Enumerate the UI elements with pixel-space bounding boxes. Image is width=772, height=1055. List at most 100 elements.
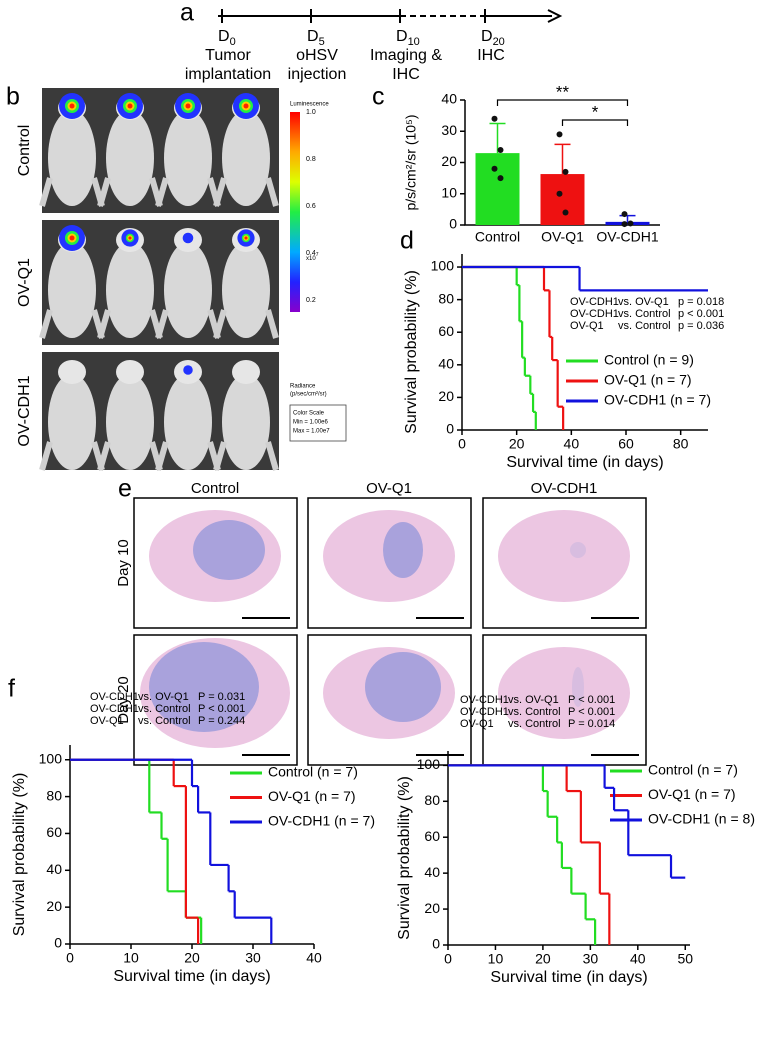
x-tick-label: 10 xyxy=(123,950,139,966)
data-point xyxy=(491,165,498,172)
annotation: vs. OV-Q1 xyxy=(138,691,189,703)
mouse-body xyxy=(48,242,96,338)
scale-tick: 0.8 xyxy=(306,156,316,163)
y-tick-label: 60 xyxy=(424,828,440,844)
panel-label: c xyxy=(372,83,385,111)
error-bar xyxy=(554,143,571,175)
y-tick-label: 20 xyxy=(424,900,440,916)
data-point xyxy=(562,168,569,175)
panel-label: b xyxy=(6,83,20,111)
y-tick-label: 10 xyxy=(441,184,457,200)
annotation: p < 0.001 xyxy=(678,308,724,320)
annotation: OV-CDH1 xyxy=(460,694,509,706)
annotation: vs. Control xyxy=(508,706,561,718)
data-point xyxy=(562,209,569,216)
column-label: OV-Q1 xyxy=(366,480,412,497)
tumor xyxy=(193,520,265,580)
x-tick-label: Control xyxy=(475,229,520,245)
signal xyxy=(69,103,75,109)
x-tick-label: 50 xyxy=(677,951,693,967)
legend-label: OV-Q1 (n = 7) xyxy=(268,788,356,804)
mouse-head xyxy=(232,360,260,384)
signal xyxy=(183,365,193,375)
data-point xyxy=(497,175,504,182)
mouse-legs xyxy=(213,177,279,207)
error-bar xyxy=(619,214,636,222)
day-event: IHC xyxy=(477,47,505,64)
mouse-body xyxy=(48,374,96,470)
y-tick-label: 0 xyxy=(432,936,440,952)
y-tick-label: 40 xyxy=(46,861,62,877)
mouse-body xyxy=(48,110,96,206)
scale-unit: x107 xyxy=(306,252,319,261)
y-tick-label: 0 xyxy=(54,935,62,951)
y-tick-label: 20 xyxy=(438,388,454,404)
y-tick-label: 20 xyxy=(46,898,62,914)
panel-label: f xyxy=(8,675,15,703)
annotation: OV-Q1 xyxy=(460,718,494,730)
annotation: P = 0.244 xyxy=(198,715,245,727)
error-bar xyxy=(489,122,506,154)
row-label: Day 20 xyxy=(115,676,132,724)
signal xyxy=(128,236,132,240)
day-letter: D xyxy=(307,28,319,45)
mouse-legs xyxy=(213,309,279,339)
x-tick-label: 0 xyxy=(66,950,74,966)
legend-label: Control (n = 9) xyxy=(604,352,694,368)
brain xyxy=(498,510,630,602)
annotation: OV-CDH1 xyxy=(460,706,509,718)
annotation: OV-Q1 xyxy=(90,715,124,727)
day-event: injection xyxy=(288,66,347,83)
bar xyxy=(540,174,585,225)
y-tick-label: 80 xyxy=(438,290,454,306)
row-label: OV-Q1 xyxy=(16,258,33,307)
row-label: Control xyxy=(16,125,33,177)
x-axis-label: Survival time (in days) xyxy=(490,969,647,986)
significance-bracket xyxy=(561,119,629,126)
data-point xyxy=(556,190,563,197)
column-label: OV-CDH1 xyxy=(531,480,598,497)
annotation: vs. OV-Q1 xyxy=(618,296,669,308)
row-label: OV-CDH1 xyxy=(16,375,33,446)
day-event: Tumor xyxy=(205,47,251,64)
mouse-body xyxy=(106,110,154,206)
mouse-body xyxy=(106,374,154,470)
tumor xyxy=(365,652,441,722)
signal xyxy=(69,235,75,241)
unit-exp: 7 xyxy=(316,252,319,258)
x-tick-label: 30 xyxy=(245,950,261,966)
legend-label: OV-Q1 (n = 7) xyxy=(604,372,692,388)
signal xyxy=(244,236,248,240)
y-tick-label: 40 xyxy=(424,864,440,880)
annotation: vs. Control xyxy=(138,715,191,727)
x-tick-label: 60 xyxy=(618,436,634,452)
data-point xyxy=(497,147,504,153)
annotation: vs. Control xyxy=(618,320,671,332)
significance-bracket xyxy=(496,99,629,106)
mouse-legs xyxy=(213,441,279,471)
day-letter: D xyxy=(396,28,408,45)
annotation: vs. Control xyxy=(508,718,561,730)
mouse-body xyxy=(222,374,270,470)
x-tick-label: 0 xyxy=(444,951,452,967)
x-tick-label: 20 xyxy=(509,436,525,452)
scale-tick: 0.2 xyxy=(306,297,316,304)
annotation: OV-Q1 xyxy=(570,320,604,332)
y-tick-label: 60 xyxy=(46,824,62,840)
day-label: D20 xyxy=(481,28,505,48)
row-label: Day 10 xyxy=(115,539,132,587)
mouse-body xyxy=(222,110,270,206)
y-tick-label: 60 xyxy=(438,323,454,339)
annotation: P < 0.001 xyxy=(568,694,615,706)
bar xyxy=(475,153,520,225)
y-tick-label: 20 xyxy=(441,153,457,169)
mouse-body xyxy=(164,374,212,470)
panel-label: e xyxy=(118,475,132,503)
day-event: Imaging & xyxy=(370,47,442,64)
data-point xyxy=(627,220,634,227)
annotation: P = 0.014 xyxy=(568,718,615,730)
tumor xyxy=(149,642,259,732)
x-tick-label: 80 xyxy=(673,436,689,452)
day-letter: D xyxy=(218,28,230,45)
day-label: D5 xyxy=(307,28,325,48)
